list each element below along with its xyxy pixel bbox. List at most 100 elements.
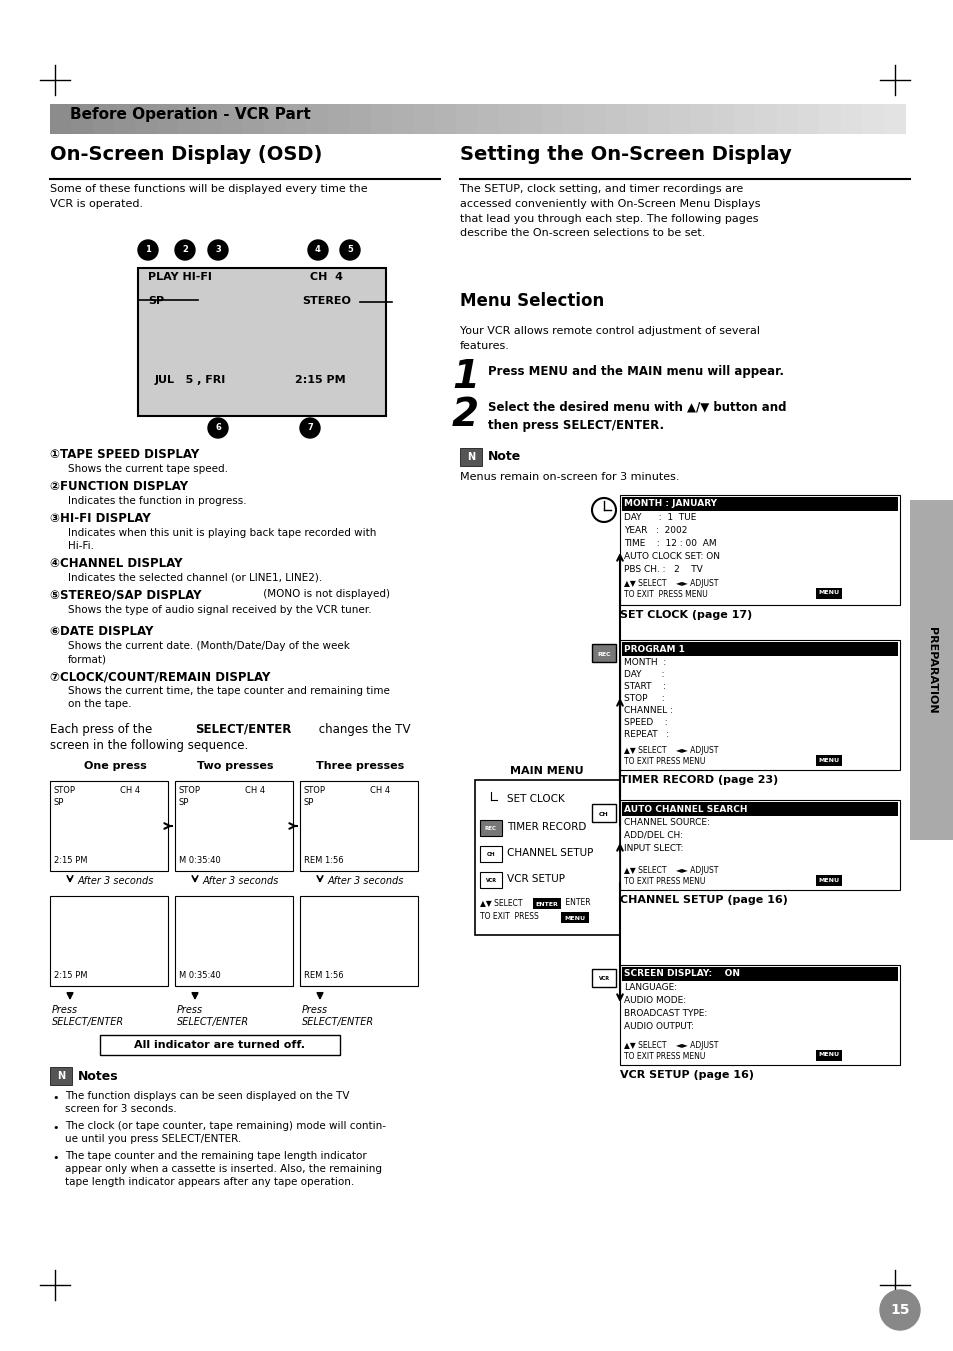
Text: Press: Press	[302, 1005, 328, 1015]
Bar	[475, 780, 619, 935]
Text: SCREEN DISPLAY:    ON: SCREEN DISPLAY: ON	[623, 970, 740, 978]
Text: The tape counter and the remaining tape length indicator: The tape counter and the remaining tape …	[65, 1151, 366, 1161]
Circle shape	[308, 240, 328, 259]
Text: All indicator are turned off.: All indicator are turned off.	[134, 1040, 305, 1050]
Text: SELECT/ENTER: SELECT/ENTER	[194, 723, 291, 736]
Text: Notes: Notes	[78, 1070, 118, 1082]
Bar	[605, 104, 627, 134]
Text: ⑥DATE DISPLAY: ⑥DATE DISPLAY	[50, 626, 153, 638]
Text: 2:15 PM: 2:15 PM	[54, 857, 88, 865]
Bar	[114, 104, 136, 134]
Bar	[306, 104, 329, 134]
Text: 1: 1	[452, 358, 478, 396]
Text: 2:15 PM: 2:15 PM	[294, 376, 345, 385]
Bar	[815, 1050, 841, 1061]
Text: AUDIO MODE:: AUDIO MODE:	[623, 996, 685, 1005]
Text: MONTH : JANUARY: MONTH : JANUARY	[623, 500, 717, 508]
Bar	[299, 896, 417, 986]
Bar	[619, 965, 899, 1065]
Text: N: N	[57, 1071, 65, 1081]
Bar	[50, 781, 168, 871]
Text: Indicates when this unit is playing back tape recorded with: Indicates when this unit is playing back…	[68, 528, 376, 538]
Text: Press: Press	[52, 1005, 78, 1015]
Text: ▲▼ SELECT    ◄► ADJUST
TO EXIT  PRESS MENU: ▲▼ SELECT ◄► ADJUST TO EXIT PRESS MENU	[623, 580, 718, 598]
Text: VCR: VCR	[598, 977, 609, 981]
Text: ②FUNCTION DISPLAY: ②FUNCTION DISPLAY	[50, 480, 188, 493]
Bar	[174, 781, 293, 871]
Text: Your VCR allows remote control adjustment of several
features.: Your VCR allows remote control adjustmen…	[459, 326, 760, 351]
Text: REM 1:56: REM 1:56	[304, 971, 343, 979]
Text: 2: 2	[452, 396, 478, 434]
Text: MONTH  :: MONTH :	[623, 658, 665, 667]
Bar	[621, 802, 897, 816]
Circle shape	[339, 240, 359, 259]
Bar	[819, 104, 841, 134]
Text: The function displays can be seen displayed on the TV: The function displays can be seen displa…	[65, 1092, 349, 1101]
Bar	[299, 781, 417, 871]
Bar	[776, 104, 799, 134]
Text: DAY      :  1  TUE: DAY : 1 TUE	[623, 513, 696, 521]
Bar	[221, 104, 243, 134]
Bar	[815, 588, 841, 598]
Bar	[619, 640, 899, 770]
Bar	[621, 967, 897, 981]
Text: •: •	[52, 1123, 58, 1133]
Bar	[479, 871, 501, 888]
Text: •: •	[52, 1152, 58, 1163]
Text: REPEAT   :: REPEAT :	[623, 730, 668, 739]
Bar	[135, 104, 157, 134]
Bar	[562, 104, 585, 134]
Bar	[435, 104, 456, 134]
Text: CH  4: CH 4	[310, 272, 343, 282]
Text: PROGRAM 1: PROGRAM 1	[623, 644, 684, 654]
Text: After 3 seconds: After 3 seconds	[203, 875, 279, 886]
Circle shape	[138, 240, 158, 259]
Text: STOP     :: STOP :	[623, 694, 664, 703]
Text: screen in the following sequence.: screen in the following sequence.	[50, 739, 248, 753]
Text: Hi-Fi.: Hi-Fi.	[68, 540, 94, 551]
Text: Press MENU and the MAIN menu will appear.: Press MENU and the MAIN menu will appear…	[488, 365, 783, 378]
Text: STOP: STOP	[179, 786, 201, 794]
Text: changes the TV: changes the TV	[314, 723, 410, 736]
Text: JUL   5 , FRI: JUL 5 , FRI	[154, 376, 226, 385]
Text: ▲▼ SELECT: ▲▼ SELECT	[479, 898, 527, 907]
Bar	[798, 104, 820, 134]
Text: 2:15 PM: 2:15 PM	[54, 971, 88, 979]
Text: PLAY HI-FI: PLAY HI-FI	[148, 272, 212, 282]
Bar	[592, 804, 616, 821]
Text: •: •	[52, 1093, 58, 1102]
Text: Shows the type of audio signal received by the VCR tuner.: Shows the type of audio signal received …	[68, 605, 371, 615]
Bar	[733, 104, 756, 134]
Text: N: N	[466, 453, 475, 462]
Bar	[349, 104, 372, 134]
Text: 3: 3	[214, 246, 221, 254]
Text: AUDIO OUTPUT:: AUDIO OUTPUT:	[623, 1021, 693, 1031]
Bar	[479, 820, 501, 836]
Bar	[477, 104, 499, 134]
Bar	[712, 104, 734, 134]
Text: AUTO CHANNEL SEARCH: AUTO CHANNEL SEARCH	[623, 804, 747, 813]
Text: SP: SP	[304, 798, 314, 807]
Text: CH 4: CH 4	[370, 786, 390, 794]
Text: ADD/DEL CH:: ADD/DEL CH:	[623, 831, 682, 840]
Text: REC: REC	[484, 825, 497, 831]
Bar	[560, 912, 588, 923]
Bar	[619, 800, 899, 890]
Bar	[533, 898, 560, 909]
Text: The clock (or tape counter, tape remaining) mode will contin-: The clock (or tape counter, tape remaini…	[65, 1121, 386, 1131]
Text: ③HI-FI DISPLAY: ③HI-FI DISPLAY	[50, 512, 151, 526]
Text: BROADCAST TYPE:: BROADCAST TYPE:	[623, 1009, 706, 1019]
Bar	[178, 104, 200, 134]
Text: After 3 seconds: After 3 seconds	[328, 875, 404, 886]
Bar	[263, 104, 286, 134]
Text: PBS CH. :   2    TV: PBS CH. : 2 TV	[623, 565, 702, 574]
Bar	[71, 104, 93, 134]
Text: STEREO: STEREO	[302, 296, 351, 305]
Text: ENTER: ENTER	[535, 901, 558, 907]
Text: tape length indicator appears after any tape operation.: tape length indicator appears after any …	[65, 1177, 354, 1188]
Text: The SETUP, clock setting, and timer recordings are
accessed conveniently with On: The SETUP, clock setting, and timer reco…	[459, 184, 760, 238]
Text: TIMER RECORD (page 23): TIMER RECORD (page 23)	[619, 775, 778, 785]
Text: VCR SETUP: VCR SETUP	[506, 874, 564, 884]
Text: On-Screen Display (OSD): On-Screen Display (OSD)	[50, 145, 322, 163]
Text: MENU: MENU	[818, 878, 839, 882]
